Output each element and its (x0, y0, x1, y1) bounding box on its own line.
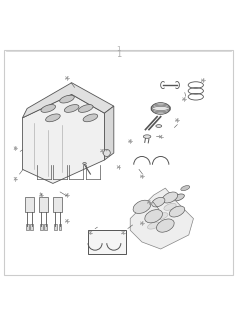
Ellipse shape (147, 222, 160, 229)
Ellipse shape (162, 192, 178, 203)
Ellipse shape (151, 103, 170, 114)
Bar (30, 224, 33, 230)
Ellipse shape (172, 194, 184, 201)
Bar (59, 224, 61, 230)
Ellipse shape (164, 203, 176, 210)
Bar (40, 224, 43, 230)
Ellipse shape (133, 200, 151, 213)
Ellipse shape (169, 206, 185, 217)
Ellipse shape (41, 105, 55, 112)
Bar (26, 224, 29, 230)
Polygon shape (23, 94, 105, 183)
Ellipse shape (60, 95, 74, 103)
Ellipse shape (145, 210, 163, 223)
Bar (53, 197, 62, 212)
Ellipse shape (83, 114, 98, 122)
Ellipse shape (164, 204, 173, 209)
Ellipse shape (78, 105, 93, 112)
Bar (25, 197, 34, 212)
Ellipse shape (83, 163, 86, 164)
Ellipse shape (152, 197, 165, 207)
Ellipse shape (156, 124, 162, 127)
Bar (45, 224, 47, 230)
Ellipse shape (173, 195, 182, 200)
Bar (54, 224, 57, 230)
Ellipse shape (156, 213, 168, 220)
Ellipse shape (64, 105, 79, 112)
Ellipse shape (181, 186, 190, 191)
Polygon shape (130, 188, 193, 249)
Ellipse shape (143, 135, 151, 138)
Text: 1: 1 (116, 46, 121, 52)
Ellipse shape (156, 219, 174, 232)
Circle shape (103, 149, 110, 156)
Polygon shape (23, 83, 114, 118)
Ellipse shape (156, 214, 165, 219)
Polygon shape (105, 106, 114, 160)
Text: 1: 1 (116, 50, 121, 59)
Ellipse shape (46, 114, 60, 122)
Bar (88, 230, 126, 254)
Bar (39, 197, 48, 212)
